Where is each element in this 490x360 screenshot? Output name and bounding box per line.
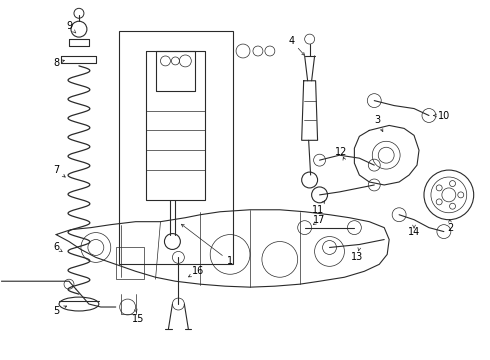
Text: 8: 8 [53,58,59,68]
Text: 3: 3 [374,116,380,126]
Text: 17: 17 [314,215,326,225]
Text: 14: 14 [408,226,420,237]
Text: 10: 10 [438,111,450,121]
Text: 15: 15 [132,314,145,324]
Text: 7: 7 [53,165,59,175]
Text: 11: 11 [312,205,324,215]
Text: 13: 13 [351,252,364,262]
Text: 6: 6 [53,243,59,252]
Text: 1: 1 [227,256,233,266]
Text: 16: 16 [192,266,204,276]
Text: 2: 2 [448,222,454,233]
Text: 4: 4 [289,36,295,46]
Text: 12: 12 [335,147,347,157]
Bar [116,247,144,279]
Text: 5: 5 [53,306,59,316]
Bar [119,31,233,264]
Text: 9: 9 [66,21,72,31]
